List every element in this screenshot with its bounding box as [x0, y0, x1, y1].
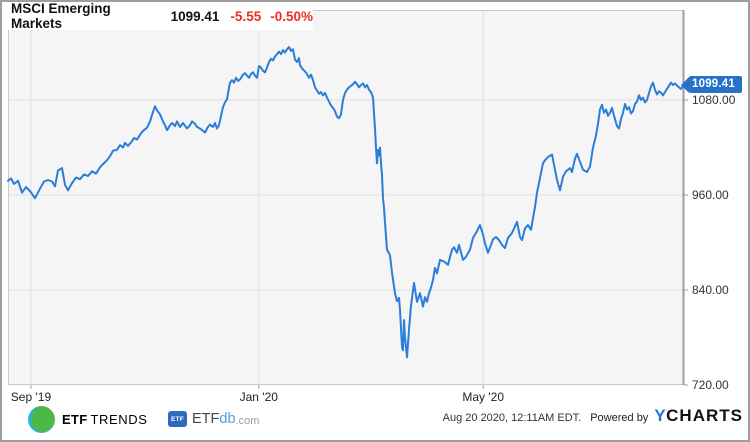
- etftrends-trends-text: TRENDS: [90, 411, 148, 427]
- etfdb-logo[interactable]: ETF ETF db .com: [168, 408, 259, 430]
- chart-header: MSCI Emerging Markets 1099.41 -5.55 -0.5…: [2, 1, 313, 31]
- last-price-badge: 1099.41: [681, 76, 742, 94]
- ycharts-charts-text: CHARTS: [666, 406, 743, 425]
- etftrends-logo[interactable]: ETF TRENDS: [28, 405, 148, 433]
- etfdb-square-icon: ETF: [168, 411, 187, 427]
- etfdb-etf-text: ETF: [192, 411, 220, 427]
- footer: ETF TRENDS ETF ETF db .com Aug 20 2020, …: [2, 400, 748, 440]
- powered-by-label: Powered by: [590, 412, 649, 424]
- x-axis-label: Sep '19: [10, 390, 52, 404]
- price-line-chart[interactable]: [7, 10, 688, 389]
- y-axis-label: 840.00: [692, 283, 729, 297]
- etfdb-com-text: .com: [235, 414, 260, 427]
- y-axis-label: 1080.00: [692, 93, 736, 107]
- y-axis-label: 720.00: [692, 378, 729, 392]
- price-change: -5.55: [230, 8, 262, 24]
- attribution: Aug 20 2020, 12:11AM EDT. Powered by Y C…: [443, 406, 743, 426]
- x-axis-label: Jan '20: [239, 390, 278, 404]
- price-change-pct: -0.50%: [270, 8, 313, 24]
- badge-value: 1099.41: [689, 76, 742, 94]
- last-price: 1099.41: [170, 8, 220, 24]
- x-axis-label: May '20: [462, 390, 505, 404]
- etftrends-etf-text: ETF: [62, 411, 88, 427]
- security-name: MSCI Emerging Markets: [11, 1, 111, 31]
- timestamp: Aug 20 2020, 12:11AM EDT.: [442, 412, 582, 424]
- y-axis-label: 960.00: [692, 188, 729, 202]
- etfdb-db-text: db: [219, 411, 236, 427]
- etftrends-globe-icon: [28, 405, 55, 433]
- plot-area[interactable]: [7, 10, 688, 389]
- ycharts-y-text: Y: [654, 406, 667, 425]
- badge-arrow-icon: [681, 76, 689, 93]
- ycharts-logo[interactable]: Y CHARTS: [654, 406, 743, 426]
